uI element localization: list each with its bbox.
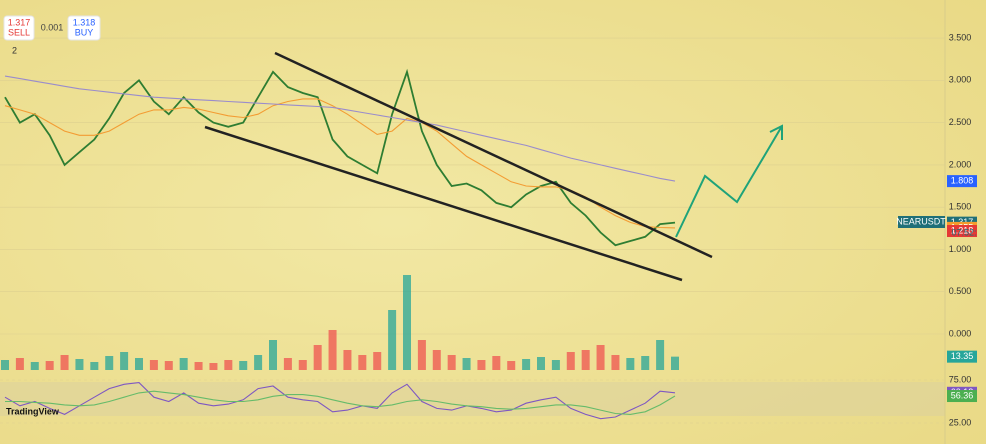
spread: 0.001 <box>41 22 64 32</box>
series-line <box>4 382 676 420</box>
y-tick-label: 25.00 <box>949 417 972 427</box>
volume-bar <box>254 355 263 370</box>
sell-label: SELL <box>8 27 30 37</box>
volume-bar <box>75 359 84 370</box>
volume-bar <box>417 340 426 370</box>
volume-bar <box>388 310 397 370</box>
volume-bar <box>60 355 69 370</box>
volume-bar <box>403 275 411 370</box>
upper-trendline <box>274 51 713 259</box>
price-tag-label: 1.808 <box>951 176 974 186</box>
volume-bar <box>149 360 158 370</box>
lower-trendline <box>204 125 683 282</box>
volume-bar <box>537 357 545 370</box>
price-tag-label: 56.36 <box>951 390 974 400</box>
sell-price: 1.317 <box>8 17 31 27</box>
series-line <box>4 75 676 182</box>
volume-bar <box>373 352 382 370</box>
volume-bar <box>626 358 635 370</box>
order-panel[interactable]: 1.317 SELL 0.001 1.318 BUY <box>3 15 101 41</box>
y-tick-label: 0.000 <box>949 328 972 338</box>
volume-bar <box>656 340 665 370</box>
price-tag <box>947 350 977 363</box>
y-tick-label: 3.500 <box>949 32 972 42</box>
volume-bar <box>671 356 679 370</box>
y-tick-label: 2.500 <box>949 117 972 127</box>
volume-bar <box>596 345 605 370</box>
volume-bar <box>179 358 188 370</box>
logo: TradingView <box>6 406 60 416</box>
projection-arrow <box>675 125 783 238</box>
volume-bar <box>239 361 248 370</box>
volume-bar <box>194 362 203 370</box>
rsi-band <box>0 382 945 416</box>
series-line <box>4 68 676 247</box>
volume-bar <box>447 355 456 370</box>
volume-bar <box>120 352 129 370</box>
y-tick-label: 3.000 <box>949 75 972 85</box>
volume-bar <box>1 360 9 370</box>
y-tick-label: 2.000 <box>949 159 972 169</box>
volume-bar <box>90 362 99 370</box>
y-tick-label: 75.00 <box>949 374 972 384</box>
price-tag-label: 13.35 <box>951 351 974 361</box>
volume-bar <box>343 350 352 370</box>
volume-bar <box>507 361 516 370</box>
volume-bar <box>224 360 233 370</box>
symbol-tag <box>898 216 945 228</box>
volume-bar <box>209 363 218 370</box>
price-tag <box>947 225 977 238</box>
volume-bar <box>105 356 114 370</box>
y-tick-label: 0.500 <box>949 286 972 296</box>
volume-bar <box>358 355 367 370</box>
volume-bar <box>581 350 590 370</box>
volume-bar <box>30 362 39 370</box>
price-tag <box>947 390 977 403</box>
volume-bar <box>566 352 575 370</box>
countdown: 07:52: <box>951 227 976 237</box>
price-tag-label: 1.218 <box>951 225 974 235</box>
y-tick-label: 1.000 <box>949 244 972 254</box>
price-tag <box>947 175 977 188</box>
sell-button[interactable] <box>3 15 35 41</box>
volume-bar <box>45 361 54 370</box>
volume-bar <box>641 356 650 370</box>
volume-bar <box>432 350 441 370</box>
volume-bar <box>611 355 620 370</box>
volume-bar <box>328 330 337 370</box>
volume-bar <box>551 360 560 370</box>
volume-bar <box>313 345 322 370</box>
buy-price: 1.318 <box>73 17 96 27</box>
volume-bar <box>15 358 24 370</box>
volume-bar <box>135 358 143 370</box>
volume-bar <box>269 340 277 370</box>
indicator-count: 2 <box>12 45 17 55</box>
volume-bar <box>522 359 531 370</box>
volume-bar <box>164 361 173 370</box>
series-line <box>5 390 676 415</box>
volume-bar <box>477 360 486 370</box>
y-tick-label: 1.500 <box>949 202 972 212</box>
arrow-head <box>769 124 783 140</box>
volume-bar <box>298 360 307 370</box>
volume-bar <box>492 356 501 370</box>
symbol: NEARUSDT <box>896 216 946 226</box>
buy-button[interactable] <box>67 15 101 41</box>
buy-label: BUY <box>75 27 94 37</box>
volume-bar <box>462 358 471 370</box>
volume-bar <box>283 358 292 370</box>
